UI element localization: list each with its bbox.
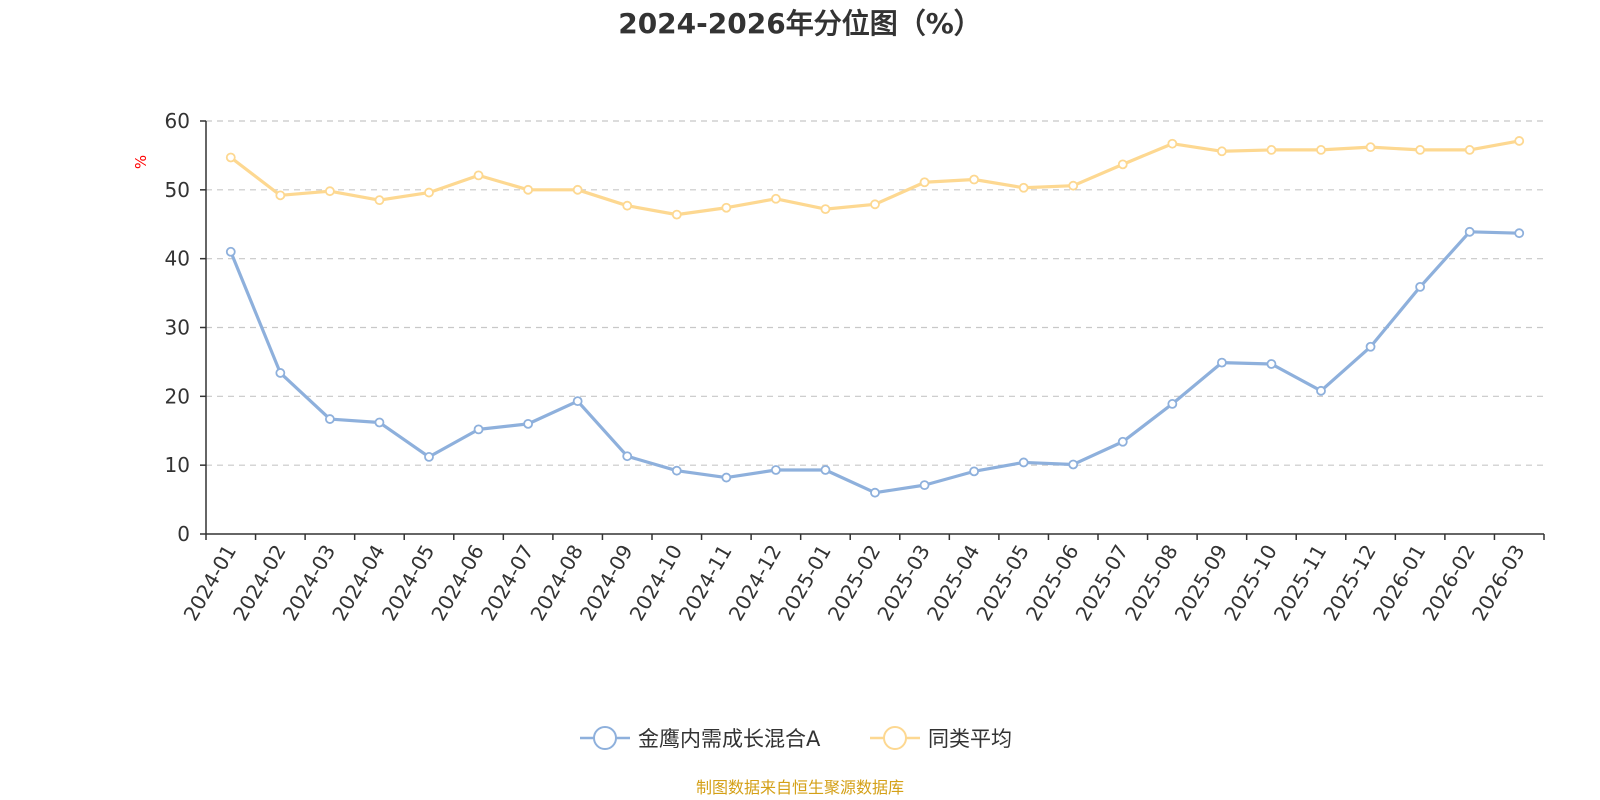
data-point[interactable] — [1068, 180, 1079, 191]
data-point[interactable] — [919, 177, 930, 188]
data-point[interactable] — [1415, 281, 1426, 292]
data-point[interactable] — [1018, 182, 1029, 193]
data-point[interactable] — [572, 184, 583, 195]
y-axis-unit-label: % — [132, 155, 150, 169]
data-point[interactable] — [275, 368, 286, 378]
data-point[interactable] — [820, 204, 831, 215]
data-point[interactable] — [1365, 341, 1376, 352]
data-point[interactable] — [374, 417, 385, 428]
grid-lines — [206, 120, 1544, 466]
data-point[interactable] — [721, 472, 732, 483]
data-point[interactable] — [225, 152, 236, 163]
data-point[interactable] — [1266, 145, 1277, 155]
data-point[interactable] — [523, 184, 534, 195]
legend-item[interactable]: 同类平均 — [870, 726, 1012, 751]
data-point[interactable] — [1018, 457, 1029, 468]
data-point[interactable] — [1266, 359, 1277, 369]
data-point[interactable] — [622, 451, 633, 462]
data-point[interactable] — [1117, 159, 1128, 170]
data-point[interactable] — [523, 418, 534, 429]
y-tick-label: 10 — [165, 453, 190, 477]
data-point[interactable] — [1514, 228, 1525, 239]
series-1 — [225, 226, 1525, 498]
data-point[interactable] — [275, 190, 286, 201]
axes: 01020304050602024-012024-022024-032024-0… — [165, 109, 1545, 625]
data-point[interactable] — [374, 195, 385, 206]
legend-label: 同类平均 — [928, 727, 1012, 751]
data-point[interactable] — [969, 466, 980, 477]
data-point[interactable] — [721, 202, 732, 213]
data-point[interactable] — [1216, 357, 1227, 368]
data-point[interactable] — [1068, 459, 1079, 470]
data-point[interactable] — [770, 193, 781, 204]
data-point[interactable] — [225, 246, 236, 257]
data-point[interactable] — [1365, 142, 1376, 153]
y-tick-label: 50 — [165, 178, 190, 202]
legend-label: 金鹰内需成长混合A — [638, 727, 821, 751]
y-tick-label: 30 — [165, 316, 190, 340]
legend: 金鹰内需成长混合A 同类平均 — [580, 726, 1012, 751]
data-point[interactable] — [1464, 226, 1475, 237]
data-point[interactable] — [424, 187, 434, 198]
series-lines — [225, 136, 1525, 498]
data-point[interactable] — [622, 200, 633, 211]
series-2 — [225, 136, 1525, 220]
data-point[interactable] — [1514, 136, 1525, 146]
data-point[interactable] — [1415, 145, 1426, 155]
y-tick-label: 20 — [165, 384, 190, 408]
series-line — [229, 230, 1521, 495]
data-point[interactable] — [870, 199, 880, 210]
y-tick-label: 40 — [165, 247, 190, 271]
data-point[interactable] — [820, 465, 831, 475]
data-point[interactable] — [1316, 145, 1326, 155]
data-point[interactable] — [473, 170, 484, 181]
chart-title: 2024-2026年分位图（%） — [618, 7, 982, 40]
data-point[interactable] — [671, 209, 682, 220]
data-source-note: 制图数据来自恒生聚源数据库 — [696, 778, 904, 797]
data-point[interactable] — [1167, 138, 1178, 149]
data-point[interactable] — [572, 396, 583, 407]
data-point[interactable] — [870, 487, 880, 498]
data-point[interactable] — [473, 424, 484, 435]
legend-marker-icon — [593, 726, 617, 750]
data-point[interactable] — [1167, 399, 1178, 409]
legend-marker-icon — [883, 726, 907, 750]
data-point[interactable] — [671, 465, 682, 476]
data-point[interactable] — [969, 174, 980, 185]
data-point[interactable] — [324, 414, 335, 424]
y-tick-label: 0 — [177, 522, 190, 546]
legend-item[interactable]: 金鹰内需成长混合A — [580, 726, 821, 751]
data-point[interactable] — [770, 465, 781, 475]
data-point[interactable] — [1216, 146, 1227, 157]
data-point[interactable] — [1464, 145, 1475, 155]
data-point[interactable] — [919, 480, 930, 491]
data-point[interactable] — [424, 452, 434, 462]
y-tick-label: 60 — [165, 109, 190, 133]
data-point[interactable] — [324, 186, 335, 197]
data-point[interactable] — [1316, 385, 1326, 396]
data-point[interactable] — [1117, 436, 1128, 447]
